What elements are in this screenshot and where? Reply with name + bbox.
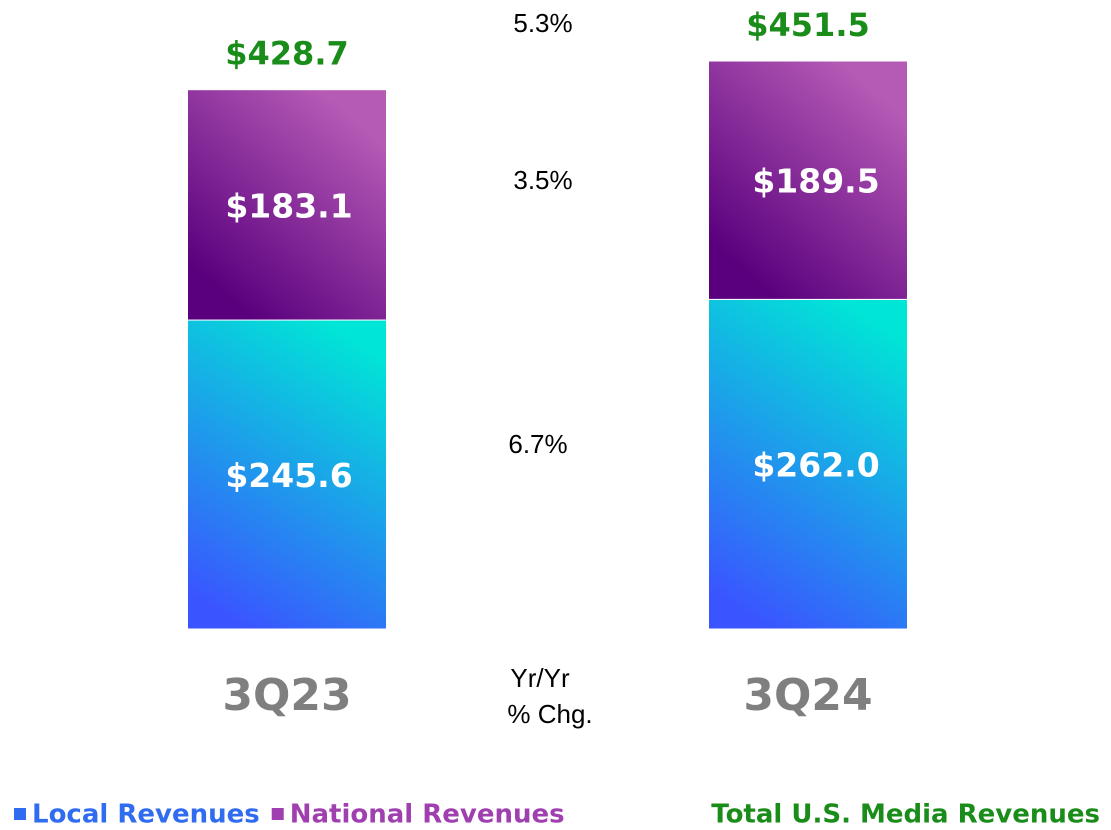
series-change: 3.5% (513, 165, 572, 195)
x-tick-label: 3Q23 (222, 670, 351, 721)
legend-swatch (14, 808, 26, 820)
change-header: % Chg. (507, 699, 592, 729)
value-label: $183.1 (225, 186, 352, 225)
x-tick-label: 3Q24 (743, 670, 872, 721)
legend-label: Local Revenues (32, 800, 260, 830)
total-label: $428.7 (225, 35, 348, 73)
change-header: Yr/Yr (510, 663, 570, 693)
bar-segment (187, 89, 387, 321)
legend-label: Total U.S. Media Revenues (711, 800, 1100, 830)
bar-segment (187, 319, 387, 630)
value-label: $262.0 (752, 446, 879, 485)
series-change: 6.7% (508, 429, 567, 459)
value-label: $245.6 (225, 456, 352, 495)
value-label: $189.5 (752, 162, 879, 201)
total-label: $451.5 (746, 6, 869, 44)
legend-swatch (271, 808, 284, 820)
legend-label: National Revenues (290, 800, 565, 830)
bar-segment (708, 60, 908, 300)
total-change: 5.3% (513, 8, 572, 38)
